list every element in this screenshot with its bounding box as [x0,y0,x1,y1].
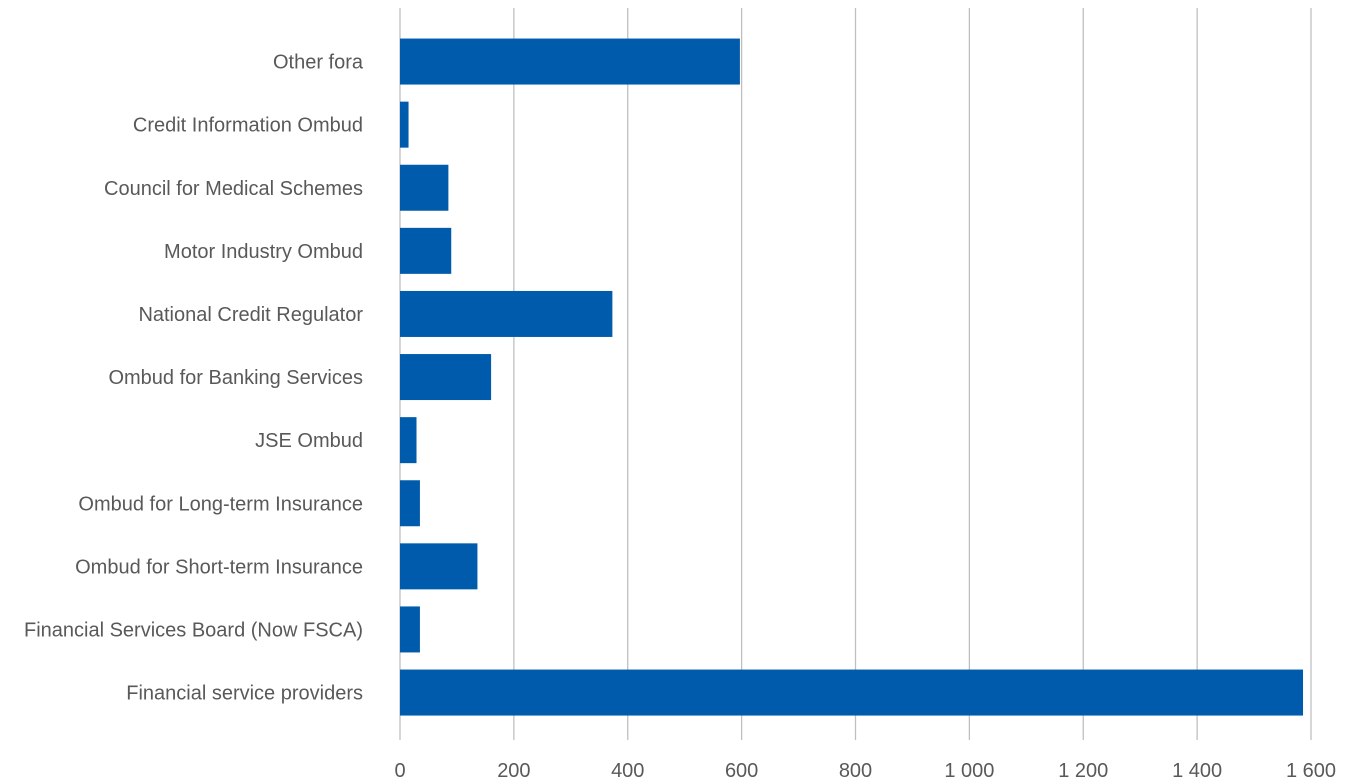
category-label: JSE Ombud [255,430,363,452]
bar-credit-information-ombud [400,101,409,148]
category-labels: Other fora Credit Information Ombud Counci… [24,52,364,705]
x-tick-label: 1 000 [944,760,994,780]
category-label: Financial Services Board (Now FSCA) [24,619,363,641]
category-label: Ombud for Short-term Insurance [75,556,363,578]
x-tick-label: 0 [394,760,405,780]
bars [400,38,1304,716]
bar-ombud-for-long-term-insurance [400,480,420,527]
x-tick-label: 200 [497,760,530,780]
bar-ombud-for-banking-services [400,354,492,401]
category-label: Ombud for Banking Services [108,367,363,389]
category-label: Credit Information Ombud [133,115,363,137]
bar-financial-service-providers [400,669,1304,716]
bar-council-for-medical-schemes [400,164,449,211]
x-tick-label: 600 [725,760,758,780]
bar-ombud-for-short-term-insurance [400,543,478,590]
category-label: Ombud for Long-term Insurance [78,493,363,515]
x-axis-tick-labels: 0 200 400 600 800 1 000 1 200 1 400 1 600 [394,760,1336,780]
gridlines [399,8,1312,740]
x-tick-label: 1 200 [1058,760,1108,780]
bar-motor-industry-ombud [400,227,452,274]
x-tick-label: 1 400 [1172,760,1222,780]
category-label: Other fora [273,52,364,74]
bar-financial-services-board-now-fsca [400,606,420,653]
x-tick-label: 1 600 [1286,760,1336,780]
x-tick-label: 400 [611,760,644,780]
category-label: National Credit Regulator [138,304,363,326]
category-label: Council for Medical Schemes [104,178,363,200]
bar-other-fora [400,38,740,85]
bar-jse-ombud [400,417,417,464]
category-label: Financial service providers [126,683,363,705]
category-label: Motor Industry Ombud [164,241,363,263]
bar-national-credit-regulator [400,290,613,337]
x-tick-label: 800 [839,760,872,780]
